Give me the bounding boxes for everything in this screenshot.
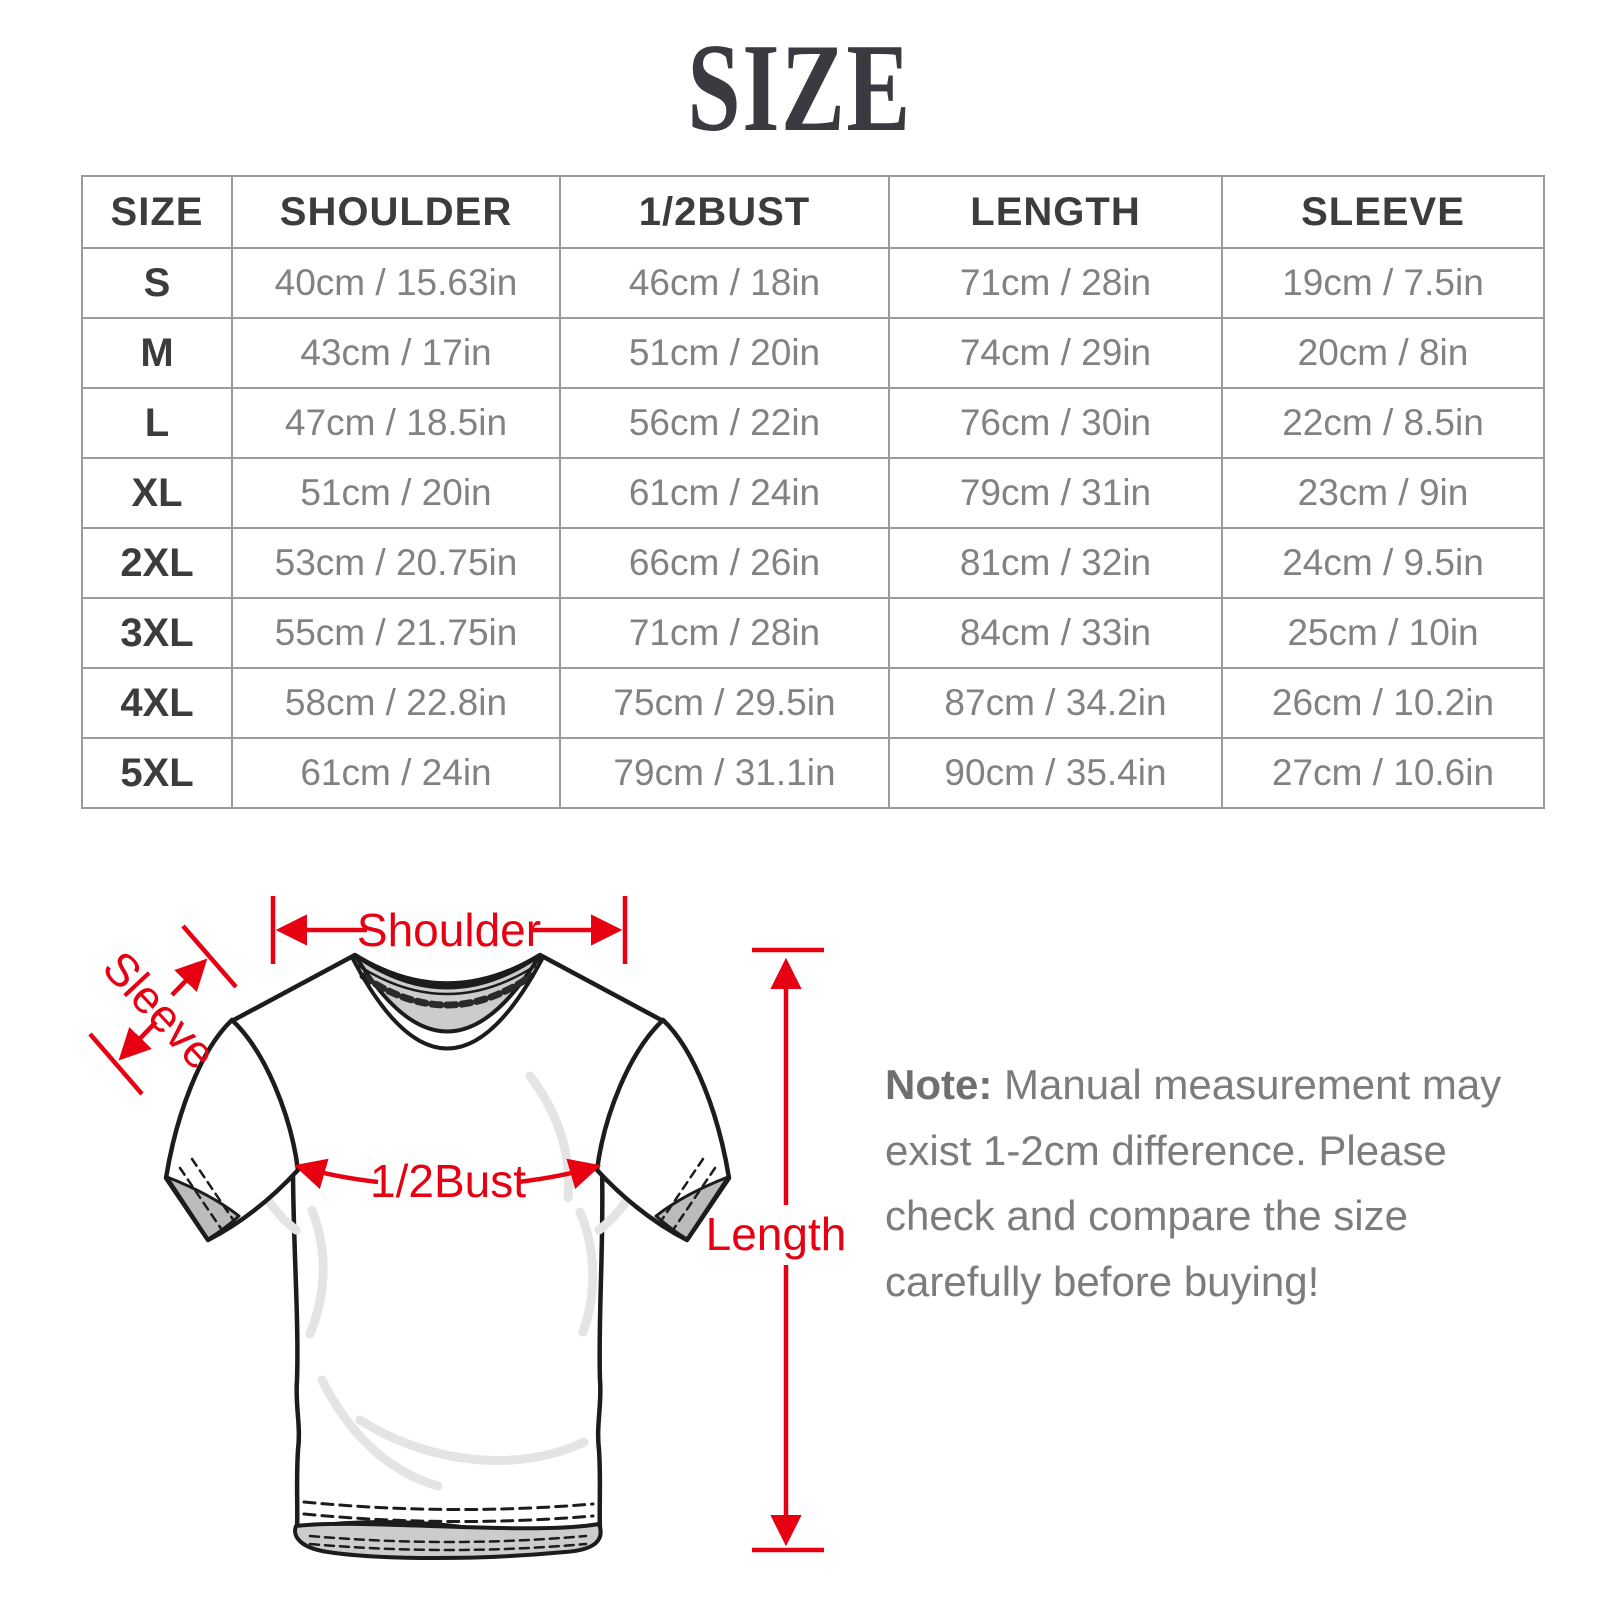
size-cell: XL [81,457,233,529]
measurement-cell: 46cm / 18in [559,247,890,319]
note-body: Manual measurement may exist 1-2cm diffe… [885,1061,1502,1305]
measurement-cell: 76cm / 30in [888,387,1223,459]
size-cell: 5XL [81,737,233,809]
measurement-cell: 75cm / 29.5in [559,667,890,739]
measurement-cell: 22cm / 8.5in [1221,387,1545,459]
right-cuff [654,1175,730,1241]
measurement-cell: 40cm / 15.63in [231,247,561,319]
shoulder-label: Shoulder [357,904,541,956]
bust-label: 1/2Bust [370,1155,526,1207]
length-label: Length [706,1208,847,1260]
measurement-cell: 79cm / 31.1in [559,737,890,809]
sleeve-annotation [88,924,238,1096]
measurement-cell: 81cm / 32in [888,527,1223,599]
measurement-cell: 61cm / 24in [231,737,561,809]
column-header-12bust: 1/2BUST [559,175,890,249]
measurement-cell: 26cm / 10.2in [1221,667,1545,739]
page-title-text: SIZE [687,19,913,158]
note-label: Note: [885,1061,993,1108]
column-header-size: SIZE [81,175,233,249]
measurement-cell: 71cm / 28in [888,247,1223,319]
table-body: S 40cm / 15.63in 46cm / 18in 71cm / 28in 19c… [81,247,1545,809]
size-cell: 2XL [81,527,233,599]
measurement-cell: 71cm / 28in [559,597,890,669]
left-cuff [165,1175,241,1241]
measurement-cell: 66cm / 26in [559,527,890,599]
shoulder-annotation [270,896,628,964]
measurement-cell: 51cm / 20in [231,457,561,529]
length-annotation [752,947,824,1553]
size-cell: L [81,387,233,459]
column-header-shoulder: SHOULDER [231,175,561,249]
column-header-length: LENGTH [888,175,1223,249]
measurement-cell: 25cm / 10in [1221,597,1545,669]
note-text: Note: Manual measurement may exist 1-2cm… [885,1052,1505,1314]
left-sleeve [163,1017,301,1243]
measurement-cell: 55cm / 21.75in [231,597,561,669]
measurement-cell: 53cm / 20.75in [231,527,561,599]
measurement-cell: 51cm / 20in [559,317,890,389]
tshirt-illustration [163,952,732,1560]
measurement-cell: 23cm / 9in [1221,457,1545,529]
measurement-cell: 74cm / 29in [888,317,1223,389]
measurement-cell: 90cm / 35.4in [888,737,1223,809]
table-row: XL 51cm / 20in 61cm / 24in 79cm / 31in 23cm … [81,457,1545,529]
table-row: 4XL 58cm / 22.8in 75cm / 29.5in 87cm / 34.2… [81,667,1545,739]
measurement-cell: 27cm / 10.6in [1221,737,1545,809]
table-row: M 43cm / 17in 51cm / 20in 74cm / 29in 20cm /… [81,317,1545,389]
measurement-cell: 56cm / 22in [559,387,890,459]
size-cell: 4XL [81,667,233,739]
page-title: SIZE [0,26,1600,152]
size-cell: M [81,317,233,389]
size-cell: S [81,247,233,319]
measurement-cell: 19cm / 7.5in [1221,247,1545,319]
measurement-cell: 58cm / 22.8in [231,667,561,739]
measurement-cell: 61cm / 24in [559,457,890,529]
table-row: 2XL 53cm / 20.75in 66cm / 26in 81cm / 32in 2… [81,527,1545,599]
measurement-cell: 79cm / 31in [888,457,1223,529]
tshirt-body [227,952,668,1533]
header-row: SIZE SHOULDER 1/2BUST LENGTH SLEEVE [81,175,1545,249]
table-row: S 40cm / 15.63in 46cm / 18in 71cm / 28in 19c… [81,247,1545,319]
measurement-cell: 47cm / 18.5in [231,387,561,459]
bust-annotation [293,1158,602,1190]
size-cell: 3XL [81,597,233,669]
measurement-cell: 87cm / 34.2in [888,667,1223,739]
tshirt-measurement-diagram: Shoulder Sleeve 1/2Bust Length [88,896,847,1560]
column-header-sleeve: SLEEVE [1221,175,1545,249]
table-row: 3XL 55cm / 21.75in 71cm / 28in 84cm / 33in 2… [81,597,1545,669]
table-row: 5XL 61cm / 24in 79cm / 31.1in 90cm / 35.4in… [81,737,1545,809]
right-sleeve [594,1017,732,1243]
measurement-cell: 43cm / 17in [231,317,561,389]
measurement-cell: 84cm / 33in [888,597,1223,669]
table-row: L 47cm / 18.5in 56cm / 22in 76cm / 30in 22cm… [81,387,1545,459]
measurement-cell: 20cm / 8in [1221,317,1545,389]
measurement-cell: 24cm / 9.5in [1221,527,1545,599]
size-table: SIZE SHOULDER 1/2BUST LENGTH SLEEVE S 40cm / … [81,175,1545,809]
